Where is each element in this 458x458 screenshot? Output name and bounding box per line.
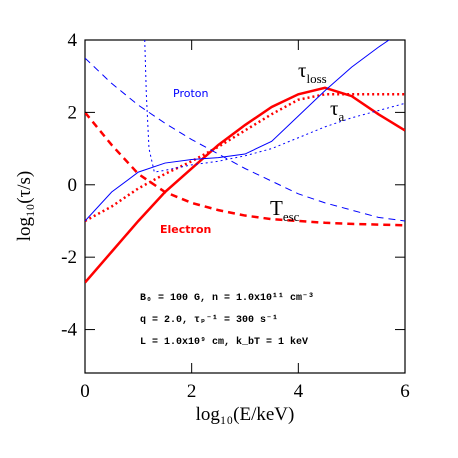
annotation-text: L = 1.0x10⁹ cm, k_bT = 1 keV xyxy=(140,336,308,348)
y-tick-label: 0 xyxy=(68,175,78,196)
y-tick-label: 4 xyxy=(68,30,78,51)
annotation-text: τ xyxy=(330,96,338,120)
annotation-text: q = 2.0, τₚ⁻¹ = 300 s⁻¹ xyxy=(140,315,278,326)
annotation-text: Electron xyxy=(160,223,211,236)
x-tick-label: 4 xyxy=(294,381,304,402)
series-line xyxy=(85,57,405,222)
annotation-text: Proton xyxy=(173,87,208,100)
y-axis-label: log₁₀(τ/s) xyxy=(14,171,35,242)
x-tick-label: 2 xyxy=(187,381,197,402)
annotation-t-esc: Tesc xyxy=(270,196,300,224)
annotation-tau-a: τa xyxy=(330,96,344,124)
y-tick-label: -4 xyxy=(61,320,77,341)
annotation-formula: q = 2.0, τₚ⁻¹ = 300 s⁻¹ xyxy=(140,315,278,326)
annotation-electron: Electron xyxy=(160,223,211,236)
annotation-tau-loss: τloss xyxy=(298,58,327,86)
annotation-text: B₀ = 100 G, n = 1.0x10¹¹ cm⁻³ xyxy=(140,293,314,304)
y-tick-label: 2 xyxy=(68,102,78,123)
x-tick-label: 0 xyxy=(80,381,90,402)
annotation-formula: B₀ = 100 G, n = 1.0x10¹¹ cm⁻³ xyxy=(140,293,314,304)
series-line xyxy=(85,40,390,222)
annotation-subscript: a xyxy=(338,109,344,124)
annotation-proton: Proton xyxy=(173,87,208,100)
annotation-formula: L = 1.0x10⁹ cm, k_bT = 1 keV xyxy=(140,336,308,348)
series-line xyxy=(85,111,405,227)
annotation-subscript: loss xyxy=(306,71,326,86)
plot-area xyxy=(85,40,405,284)
x-tick-label: 6 xyxy=(400,381,410,402)
series-line xyxy=(85,86,405,284)
annotation-text: T xyxy=(270,196,283,220)
y-tick-label: -2 xyxy=(61,247,77,268)
annotation-subscript: esc xyxy=(283,209,300,224)
series-line xyxy=(144,40,405,173)
series-line xyxy=(85,93,405,223)
annotation-text: τ xyxy=(298,58,306,82)
x-axis-label: log₁₀(E/keV) xyxy=(196,404,295,425)
plot-frame xyxy=(84,39,406,374)
